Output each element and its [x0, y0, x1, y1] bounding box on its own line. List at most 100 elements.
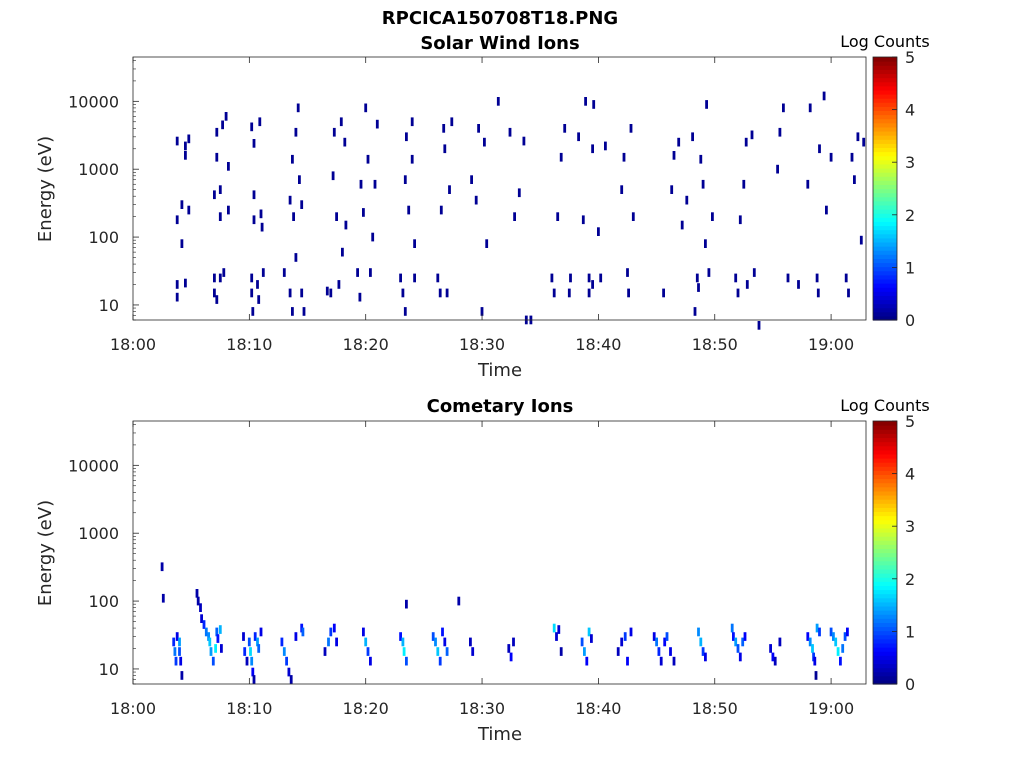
colorbar-segment	[873, 634, 897, 640]
heatmap-cells	[160, 562, 849, 684]
heatmap-cell	[736, 644, 740, 653]
heatmap-cell	[252, 139, 256, 148]
heatmap-cell	[773, 656, 777, 666]
heatmap-cell	[657, 647, 661, 656]
colorbar-segment	[873, 544, 897, 549]
heatmap-cell	[853, 175, 856, 184]
colorbar-segment	[873, 65, 897, 70]
heatmap-cell	[697, 627, 700, 637]
heatmap-cell	[282, 647, 286, 656]
heatmap-cell	[569, 273, 572, 283]
colorbar-segment	[873, 659, 897, 665]
heatmap-cell	[291, 154, 294, 164]
colorbar-segment	[873, 114, 897, 120]
heatmap-cell	[259, 627, 263, 637]
heatmap-cell	[173, 647, 177, 656]
heatmap-cell	[450, 117, 454, 127]
colorbar-segment	[873, 515, 897, 521]
plot-frame	[132, 420, 867, 685]
heatmap-cell	[563, 124, 567, 133]
panel-title: Solar Wind Ions	[420, 33, 579, 54]
colorbar-segment	[873, 204, 897, 210]
heatmap-cell	[402, 647, 406, 656]
heatmap-cell	[175, 632, 179, 641]
heatmap-cell	[401, 288, 405, 298]
heatmap-cell	[187, 134, 191, 144]
heatmap-cell	[825, 205, 828, 215]
heatmap-cell	[522, 136, 526, 146]
heatmap-cell	[364, 637, 368, 647]
colorbar-segment	[873, 147, 897, 153]
colorbar-segment	[873, 122, 897, 128]
colorbar-segment	[873, 315, 897, 321]
heatmap-cell	[734, 273, 738, 283]
colorbar: 0 1 2 3 4 5	[872, 412, 915, 694]
heatmap-cell	[178, 647, 181, 656]
heatmap-cell	[180, 200, 184, 209]
colorbar-segment	[873, 299, 897, 305]
colorbar-segment	[873, 77, 897, 83]
heatmap-cell	[704, 652, 707, 662]
heatmap-cell	[329, 627, 333, 637]
colorbar-segment	[873, 311, 897, 317]
heatmap-cell	[620, 185, 624, 194]
colorbar-segment	[873, 163, 897, 169]
heatmap-cell	[375, 119, 379, 129]
heatmap-cell	[405, 599, 408, 609]
heatmap-cell	[685, 195, 689, 205]
heatmap-cell	[202, 620, 206, 629]
y-tick-label: 100	[88, 228, 119, 247]
heatmap-cell	[786, 273, 790, 283]
colorbar-segment	[873, 81, 897, 87]
heatmap-cell	[187, 205, 191, 215]
panel-title: Cometary Ions	[427, 396, 574, 417]
heatmap-cell	[243, 647, 247, 656]
colorbar-segment	[873, 262, 897, 268]
heatmap-cell	[771, 652, 775, 662]
heatmap-cell	[287, 667, 291, 677]
y-tick-label: 10	[99, 660, 119, 679]
heatmap-cell	[583, 647, 586, 656]
heatmap-cell	[701, 179, 705, 189]
heatmap-cell	[620, 637, 624, 647]
colorbar-segment	[873, 303, 897, 309]
heatmap-cell	[285, 656, 288, 666]
heatmap-cell	[249, 647, 252, 656]
heatmap-cell	[741, 637, 745, 647]
colorbar-segment	[873, 573, 897, 578]
colorbar-segment	[873, 229, 897, 235]
heatmap-cell	[752, 268, 756, 277]
heatmap-cell	[325, 286, 329, 296]
heatmap-cell	[436, 647, 440, 656]
heatmap-cell	[445, 288, 449, 298]
heatmap-cell	[289, 675, 293, 684]
colorbar-segment	[873, 675, 897, 681]
heatmap-cell	[364, 103, 368, 113]
heatmap-cell	[811, 644, 814, 653]
colorbar-segment	[873, 139, 897, 144]
heatmap-cell	[580, 637, 584, 647]
heatmap-cell	[257, 295, 261, 304]
heatmap-cell	[485, 239, 489, 248]
heatmap-cell	[294, 632, 298, 641]
x-tick-label: 18:20	[343, 699, 389, 718]
heatmap-cell	[699, 637, 703, 647]
heatmap-cell	[257, 644, 261, 653]
colorbar-segment	[873, 523, 897, 529]
heatmap-cell	[215, 295, 219, 304]
heatmap-cell	[207, 632, 210, 641]
heatmap-cell	[343, 137, 347, 147]
colorbar-segment	[873, 679, 897, 685]
heatmap-cell	[323, 647, 327, 656]
y-axis-label: Energy (eV)	[35, 136, 56, 242]
heatmap-cell	[222, 268, 226, 277]
heatmap-cell	[744, 137, 748, 147]
colorbar-segment	[873, 266, 897, 272]
x-tick-label: 18:30	[459, 335, 505, 354]
heatmap-cell	[806, 179, 810, 189]
heatmap-cell	[631, 212, 635, 221]
heatmap-cell	[552, 623, 556, 633]
colorbar-segment	[873, 283, 897, 288]
colorbar-segment	[873, 585, 897, 591]
